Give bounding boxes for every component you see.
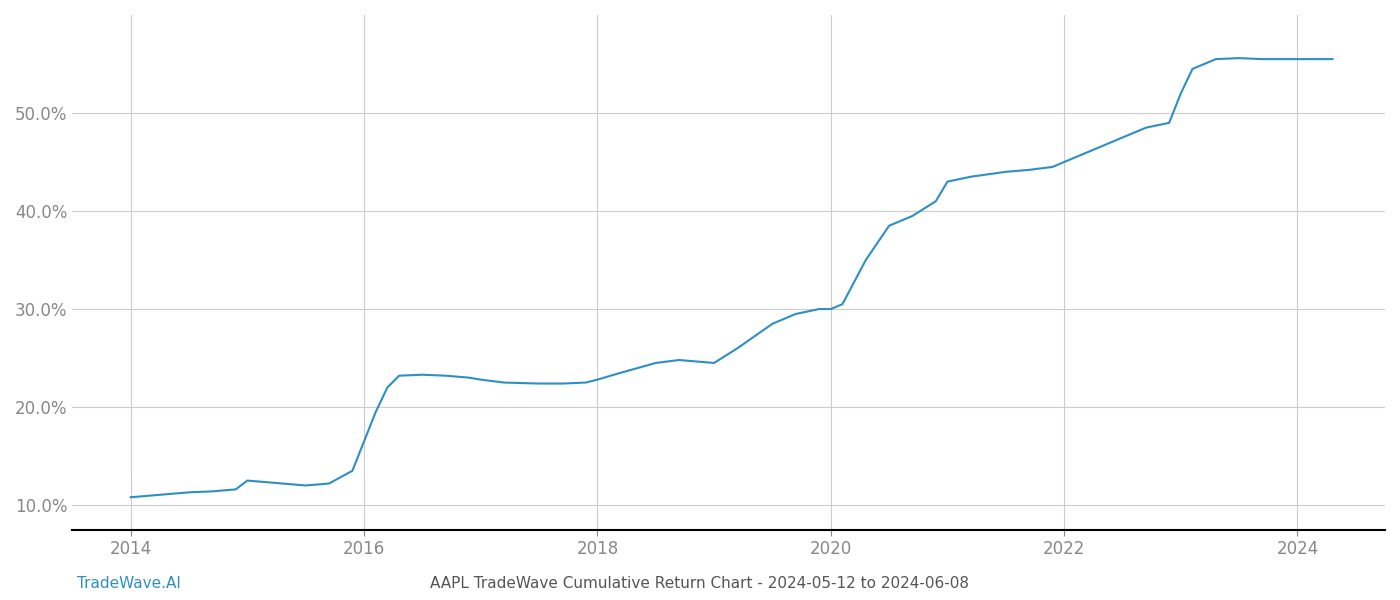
Text: AAPL TradeWave Cumulative Return Chart - 2024-05-12 to 2024-06-08: AAPL TradeWave Cumulative Return Chart -…	[431, 576, 969, 591]
Text: TradeWave.AI: TradeWave.AI	[77, 576, 181, 591]
